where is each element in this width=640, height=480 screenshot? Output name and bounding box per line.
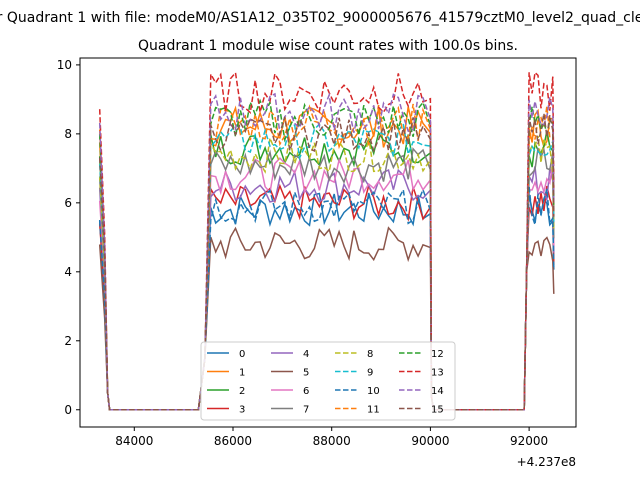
- suptitle: Plot for Quadrant 1 with file: modeM0/AS…: [0, 10, 640, 26]
- legend-label-1: 1: [239, 368, 245, 379]
- x-axis-ticks: 84000 86000 88000 90000 92000: [115, 427, 548, 448]
- legend-label-15: 15: [431, 405, 444, 416]
- legend-label-6: 6: [303, 386, 309, 397]
- y-tick-label: 8: [64, 127, 72, 141]
- x-tick-label: 88000: [313, 434, 351, 448]
- legend-label-2: 2: [239, 386, 245, 397]
- legend-label-0: 0: [239, 349, 245, 360]
- y-tick-label: 6: [64, 196, 72, 210]
- legend-label-5: 5: [303, 368, 309, 379]
- legend-label-11: 11: [367, 405, 380, 416]
- x-offset-label: +4.237e8: [517, 455, 576, 469]
- x-tick-label: 92000: [510, 434, 548, 448]
- legend-label-9: 9: [367, 368, 373, 379]
- legend-label-13: 13: [431, 368, 444, 379]
- x-tick-label: 84000: [115, 434, 153, 448]
- legend-label-7: 7: [303, 405, 309, 416]
- plot-lines: [98, 71, 555, 411]
- y-tick-label: 10: [57, 58, 72, 72]
- x-tick-label: 90000: [411, 434, 449, 448]
- y-tick-label: 0: [64, 403, 72, 417]
- legend-label-12: 12: [431, 349, 444, 360]
- legend-box: [200, 341, 456, 421]
- legend-label-8: 8: [367, 349, 373, 360]
- y-tick-label: 2: [64, 334, 72, 348]
- series-line-10: [98, 186, 555, 411]
- series-line-15: [98, 113, 555, 411]
- x-tick-label: 86000: [214, 434, 252, 448]
- legend-label-14: 14: [431, 386, 444, 397]
- legend-label-4: 4: [303, 349, 309, 360]
- axes-frame: [79, 57, 577, 428]
- legend-label-3: 3: [239, 405, 245, 416]
- chart-title: Quadrant 1 module wise count rates with …: [138, 38, 518, 54]
- y-tick-label: 4: [64, 265, 72, 279]
- y-axis-ticks: 0 2 4 6 8 10: [57, 58, 80, 417]
- series-line-11: [98, 103, 555, 411]
- legend-label-10: 10: [367, 386, 380, 397]
